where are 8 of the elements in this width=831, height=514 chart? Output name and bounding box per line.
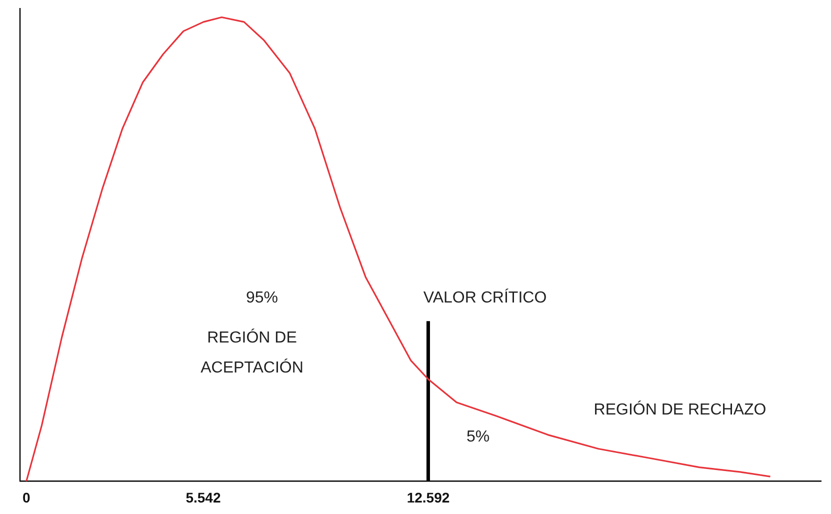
annotation: VALOR CRÍTICO bbox=[423, 288, 547, 306]
annotation: 95% bbox=[246, 289, 278, 306]
x-tick-label: 0 bbox=[22, 489, 30, 506]
annotation: REGIÓN DE RECHAZO bbox=[594, 400, 766, 418]
x-tick-label: 12.592 bbox=[406, 489, 450, 506]
x-tick-label: 5.542 bbox=[186, 489, 221, 506]
annotation: 5% bbox=[466, 428, 490, 446]
annotation: REGIÓN DE ACEPTACIÓN bbox=[200, 328, 304, 376]
